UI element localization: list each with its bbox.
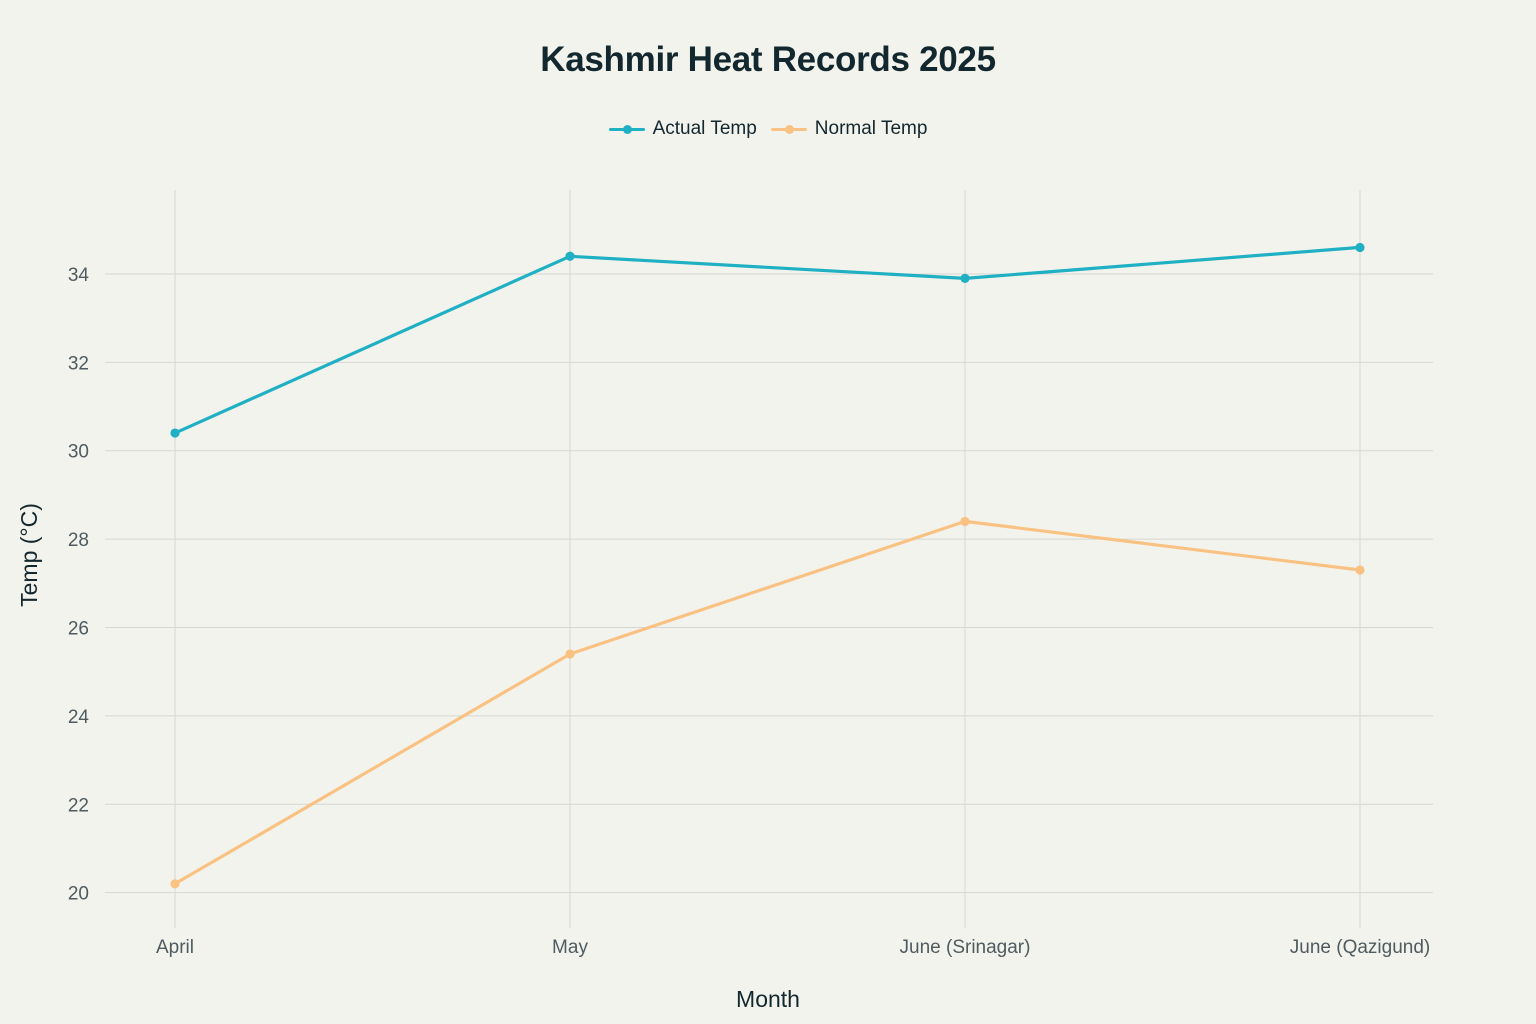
y-tick-label: 34 [68, 265, 90, 286]
y-tick-label: 20 [68, 884, 89, 905]
x-tick-label: June (Qazigund) [1290, 937, 1430, 958]
series-layer [170, 242, 1365, 889]
x-tick-label: June (Srinagar) [900, 937, 1031, 958]
y-tick-label: 26 [68, 618, 89, 639]
y-tick-label: 32 [68, 353, 89, 374]
legend-swatch-normal-temp [770, 124, 807, 134]
chart-title: Kashmir Heat Records 2025 [540, 40, 996, 79]
data-point-normal-temp[interactable] [960, 516, 970, 527]
series-line-normal-temp [173, 519, 1362, 886]
y-tick-label: 24 [68, 707, 90, 728]
data-point-normal-temp[interactable] [565, 649, 575, 659]
x-axis-title: Month [736, 986, 800, 1012]
legend: Actual Temp Normal Temp [0, 118, 1536, 140]
legend-label-normal-temp: Normal Temp [814, 118, 928, 139]
legend-item-normal-temp[interactable]: Normal Temp [770, 118, 928, 140]
y-tick-label: 30 [68, 442, 89, 463]
y-tick-label: 28 [68, 530, 89, 551]
label-layer: 20 22 24 26 28 30 32 34 April May June (Srinagar) J… [68, 265, 1430, 958]
legend-swatch-actual-temp [608, 124, 645, 134]
data-point-actual-temp[interactable] [565, 251, 575, 261]
data-point-actual-temp[interactable] [1355, 242, 1365, 253]
legend-dot [622, 124, 632, 134]
data-point-normal-temp[interactable] [1355, 565, 1365, 575]
y-axis-title: Temp (°C) [16, 503, 42, 607]
data-point-normal-temp[interactable] [170, 879, 180, 889]
legend-dot [784, 124, 794, 134]
grid-layer [105, 190, 1433, 928]
y-tick-label: 22 [68, 795, 89, 816]
x-tick-label: May [552, 937, 588, 958]
legend-label-actual-temp: Actual Temp [652, 118, 757, 139]
data-point-actual-temp[interactable] [170, 428, 180, 438]
series-line-actual-temp [173, 245, 1362, 435]
data-point-actual-temp[interactable] [960, 273, 970, 283]
x-tick-label: April [156, 937, 194, 958]
legend-item-actual-temp[interactable]: Actual Temp [608, 118, 757, 140]
